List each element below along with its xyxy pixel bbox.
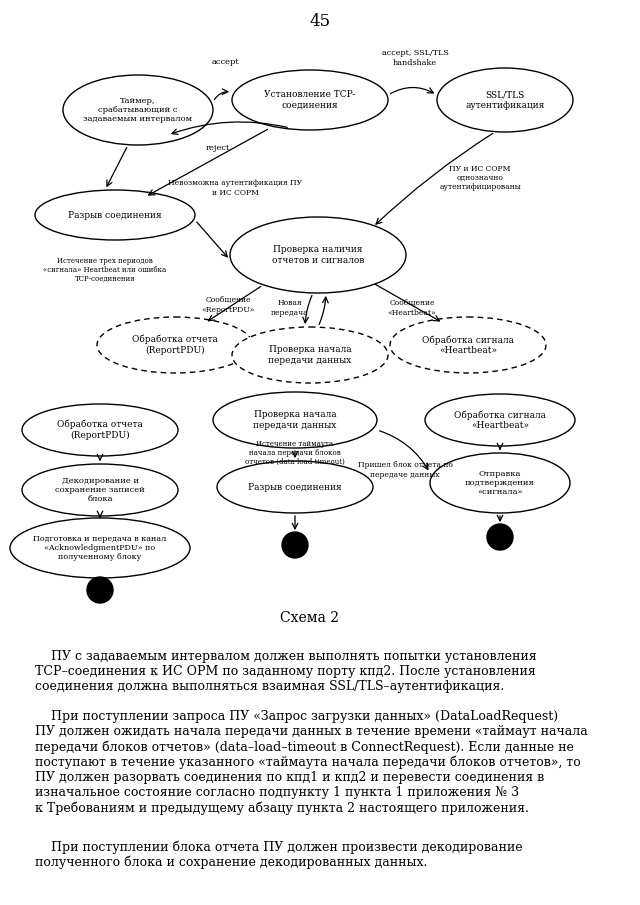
Ellipse shape [97,317,253,373]
Ellipse shape [10,518,190,578]
Text: accept, SSL/TLS
handshake: accept, SSL/TLS handshake [381,50,449,67]
Circle shape [487,524,513,550]
Text: Разрыв соединения: Разрыв соединения [68,211,162,220]
Ellipse shape [217,461,373,513]
Text: ПУ с задаваемым интервалом должен выполнять попытки установления
ТСР–соединения : ПУ с задаваемым интервалом должен выполн… [35,650,536,693]
Text: SSL/TLS
аутентификация: SSL/TLS аутентификация [465,90,545,110]
Text: Истечение трех периодов
«сигнала» Heartbeat или ошибка
ТСР-соединения: Истечение трех периодов «сигнала» Heartb… [44,257,166,283]
Text: Проверка начала
передачи данных: Проверка начала передачи данных [253,410,337,430]
Text: Схема 2: Схема 2 [280,611,339,625]
Text: Разрыв соединения: Разрыв соединения [248,482,342,491]
Ellipse shape [437,68,573,132]
Ellipse shape [232,70,388,130]
Ellipse shape [213,392,377,448]
Text: ПУ и ИС СОРМ
однозначно
аутентифицированы: ПУ и ИС СОРМ однозначно аутентифицирован… [439,165,521,191]
Text: Декодирование и
сохранение записей
блока: Декодирование и сохранение записей блока [55,477,145,503]
Circle shape [87,577,113,603]
Text: Новая
передача: Новая передача [271,300,309,317]
Ellipse shape [230,217,406,293]
Ellipse shape [63,75,213,145]
Text: Таймер,
срабатывающий с
задаваемым интервалом: Таймер, срабатывающий с задаваемым интер… [83,97,193,123]
Text: Установление TCP-
соединения: Установление TCP- соединения [264,90,356,110]
Text: accept: accept [211,58,239,66]
Text: Проверка наличия
отчетов и сигналов: Проверка наличия отчетов и сигналов [272,245,364,264]
Ellipse shape [425,394,575,446]
Text: Отправка
подтверждения
«сигнала»: Отправка подтверждения «сигнала» [465,470,535,496]
Ellipse shape [35,190,195,240]
Circle shape [282,532,308,558]
Text: Подготовка и передача в канал
«AcknowledgmentPDU» по
полученному блоку: Подготовка и передача в канал «Acknowled… [33,535,166,561]
Text: Пришел блок отчета по
передаче данных: Пришел блок отчета по передаче данных [358,462,452,479]
Text: Сообщение
«Heartbeat»: Сообщение «Heartbeat» [388,300,436,317]
Text: Проверка начала
передачи данных: Проверка начала передачи данных [268,346,352,365]
Ellipse shape [22,464,178,516]
Text: Невозможна аутентификация ПУ
и ИС СОРМ: Невозможна аутентификация ПУ и ИС СОРМ [168,179,302,196]
Ellipse shape [390,317,546,373]
Text: Истечение таймаута
начала передачи блоков
отчетов (data-load-timeout): Истечение таймаута начала передачи блоко… [245,440,345,466]
Ellipse shape [232,327,388,383]
Text: При поступлении запроса ПУ «Запрос загрузки данных» (DataLoadRequest)
ПУ должен : При поступлении запроса ПУ «Запрос загру… [35,710,588,814]
Text: При поступлении блока отчета ПУ должен произвести декодирование
полученного блок: При поступлении блока отчета ПУ должен п… [35,840,523,869]
Ellipse shape [430,453,570,513]
Ellipse shape [22,404,178,456]
Text: Обработка отчета
(ReportPDU): Обработка отчета (ReportPDU) [57,420,143,440]
Text: Обработка сигнала
«Heartbeat»: Обработка сигнала «Heartbeat» [422,335,514,355]
Text: 45: 45 [309,14,331,31]
Text: Обработка сигнала
«Heartbeat»: Обработка сигнала «Heartbeat» [454,410,546,430]
Text: Сообщение
«ReportPDU»: Сообщение «ReportPDU» [201,297,255,314]
Text: reject: reject [206,144,230,152]
Text: Обработка отчета
(ReportPDU): Обработка отчета (ReportPDU) [132,335,218,355]
